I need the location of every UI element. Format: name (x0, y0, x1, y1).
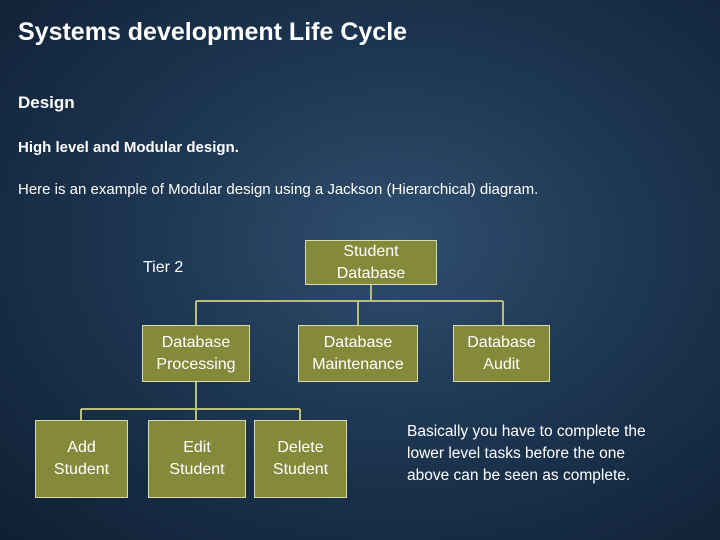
intro: Here is an example of Modular design usi… (18, 181, 539, 198)
node: Edit Student (148, 420, 246, 498)
node: Database Audit (453, 325, 550, 382)
node: Add Student (35, 420, 128, 498)
node: Database Processing (142, 325, 250, 382)
tier-label: Tier 2 (143, 259, 184, 276)
subheading: High level and Modular design. (18, 139, 239, 156)
note: Basically you have to complete the lower… (407, 423, 646, 484)
node: Database Maintenance (298, 325, 418, 382)
title: Systems development Life Cycle (18, 18, 408, 46)
node: Delete Student (254, 420, 347, 498)
node: Student Database (305, 240, 437, 285)
heading: Design (18, 93, 75, 112)
